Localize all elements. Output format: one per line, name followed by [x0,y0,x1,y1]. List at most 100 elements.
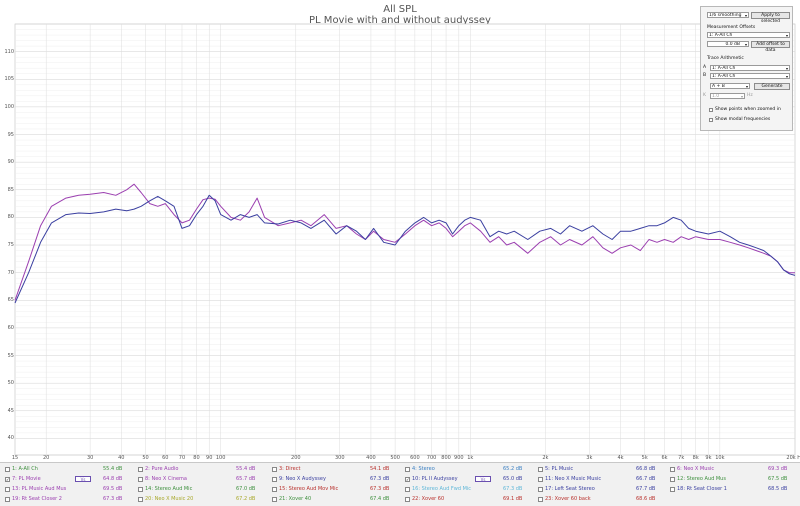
generate-button[interactable]: Generate [754,83,790,90]
compare-marker-icon[interactable]: Vs [75,476,91,482]
x-tick-label: 6k [661,455,668,461]
legend-value: 67.0 dB [236,486,256,492]
legend-item-16[interactable]: 16: Stereo Aud Fwd Mic 67.3 dB [405,485,535,494]
x-tick-label: 500 [390,455,400,461]
legend-item-10[interactable]: ✓ 10: PL II Audyssey Vs 65.0 dB [405,475,535,484]
legend-checkbox[interactable] [405,497,410,502]
legend-checkbox[interactable] [405,467,410,472]
compare-marker-icon[interactable]: Vs [475,476,491,482]
trace-a-select[interactable]: 1: A-All Ch [710,65,790,71]
legend-checkbox[interactable] [138,487,143,492]
legend-checkbox[interactable] [138,467,143,472]
legend-item-7[interactable]: ✓ 7: PL Movie Vs 64.8 dB [5,475,135,484]
legend-item-2[interactable]: 2: Pure Audio 55.4 dB [138,465,268,474]
x-tick-label: 2k [542,455,549,461]
legend-value: 69.5 dB [103,486,123,492]
x-tick-label: 800 [441,455,451,461]
series-line-2 [14,194,796,304]
legend-item-21[interactable]: 21: Xover 40 67.4 dB [272,495,402,504]
add-offset-button[interactable]: Add offset to data [751,41,790,53]
y-tick-label: 85 [7,186,14,193]
x-tick-label: 400 [366,455,376,461]
y-tick-label: 45 [7,407,14,414]
legend-value: 55.4 dB [236,466,256,472]
offset-value-field[interactable]: 0.0 dB [707,41,749,47]
legend-checkbox[interactable] [272,477,277,482]
legend-checkbox[interactable]: ✓ [405,477,410,482]
legend-item-15[interactable]: 15: Stereo Aud Mov Mic 67.3 dB [272,485,402,494]
legend-checkbox[interactable] [670,477,675,482]
legend-value: 68.5 dB [768,486,788,492]
legend-checkbox[interactable] [538,477,543,482]
k-value-field[interactable]: 1.0 [710,93,745,99]
legend-item-12[interactable]: 12: Stereo Aud Mus 67.5 dB [670,475,800,484]
legend-item-6[interactable]: 6: Neo X Music 69.3 dB [670,465,800,474]
chart-title: All SPL [383,4,417,15]
legend-value: 69.1 dB [503,496,523,502]
legend-name: 6: Neo X Music [677,466,715,472]
legend-item-9[interactable]: 9: Neo X Audyssey 67.3 dB [272,475,402,484]
legend-item-22[interactable]: 22: Xover 60 69.1 dB [405,495,535,504]
legend-item-1[interactable]: 1: A-All Ch 55.4 dB [5,465,135,474]
y-tick-label: 110 [4,48,14,55]
legend-checkbox[interactable] [138,477,143,482]
legend-item-5[interactable]: 5: PL Music 66.8 dB [538,465,668,474]
chart-subtitle: PL Movie with and without audyssey [309,15,491,26]
legend-checkbox[interactable] [5,497,10,502]
legend-item-8[interactable]: 8: Neo X Cinema 65.7 dB [138,475,268,484]
spl-chart[interactable] [0,0,800,462]
legend-item-18[interactable]: 18: Rt Seat Closer 1 68.5 dB [670,485,800,494]
legend-checkbox[interactable] [272,467,277,472]
k-label: K [703,93,706,98]
a-label: A [703,65,707,70]
apply-to-selected-button[interactable]: Apply to selected [751,12,790,24]
k-unit: Hz [747,93,753,98]
x-tick-label: 90 [206,455,213,461]
legend-checkbox[interactable] [670,467,675,472]
legend-value: 54.1 dB [370,466,390,472]
legend-item-11[interactable]: 11: Neo X Music Music 66.7 dB [538,475,668,484]
legend-name: 12: Stereo Aud Mus [677,476,726,482]
legend-name: 3: Direct [279,466,301,472]
legend-item-20[interactable]: 20: Neo X Music 20 67.2 dB [138,495,268,504]
legend-checkbox[interactable] [272,487,277,492]
legend-checkbox[interactable] [405,487,410,492]
legend-item-14[interactable]: 14: Stereo Aud Mic 67.0 dB [138,485,268,494]
offsets-measurement-select[interactable]: 1: A-All Ch [707,32,790,38]
b-label: B [703,73,707,78]
legend-checkbox[interactable] [272,497,277,502]
legend-item-13[interactable]: 13: PL Music Aud Mus 69.5 dB [5,485,135,494]
legend-value: 67.5 dB [768,476,788,482]
legend-name: 23: Xover 60 back [545,496,591,502]
legend-name: 18: Rt Seat Closer 1 [677,486,727,492]
y-tick-label: 70 [7,269,14,276]
smoothing-select[interactable]: 1/6 smoothing [707,12,749,18]
legend-name: 10: PL II Audyssey [412,476,458,482]
legend-value: 67.7 dB [636,486,656,492]
legend-item-17[interactable]: 17: Left Seat Stereo 67.7 dB [538,485,668,494]
legend-checkbox[interactable]: ✓ [5,477,10,482]
legend-checkbox[interactable] [138,497,143,502]
legend-checkbox[interactable] [538,497,543,502]
legend-item-4[interactable]: 4: Stereo 65.2 dB [405,465,535,474]
legend-item-23[interactable]: 23: Xover 60 back 68.6 dB [538,495,668,504]
show-points-checkbox[interactable] [709,108,713,112]
legend-value: 66.7 dB [636,476,656,482]
legend-checkbox[interactable] [538,467,543,472]
legend-item-19[interactable]: 19: Rt Seat Closer 2 67.3 dB [5,495,135,504]
operation-select[interactable]: A + B [710,83,750,89]
legend-value: 55.4 dB [103,466,123,472]
legend-value: 69.3 dB [768,466,788,472]
legend-checkbox[interactable] [538,487,543,492]
y-tick-label: 40 [7,435,14,442]
legend-value: 67.4 dB [370,496,390,502]
legend-item-3[interactable]: 3: Direct 54.1 dB [272,465,402,474]
measurement-offsets-label: Measurement Offsets [707,25,756,30]
trace-b-select[interactable]: 1: A-All Ch [710,73,790,79]
legend-checkbox[interactable] [5,487,10,492]
x-tick-label: 80 [193,455,200,461]
legend-value: 65.7 dB [236,476,256,482]
legend-checkbox[interactable] [5,467,10,472]
legend-checkbox[interactable] [670,487,675,492]
show-modal-checkbox[interactable] [709,118,713,122]
